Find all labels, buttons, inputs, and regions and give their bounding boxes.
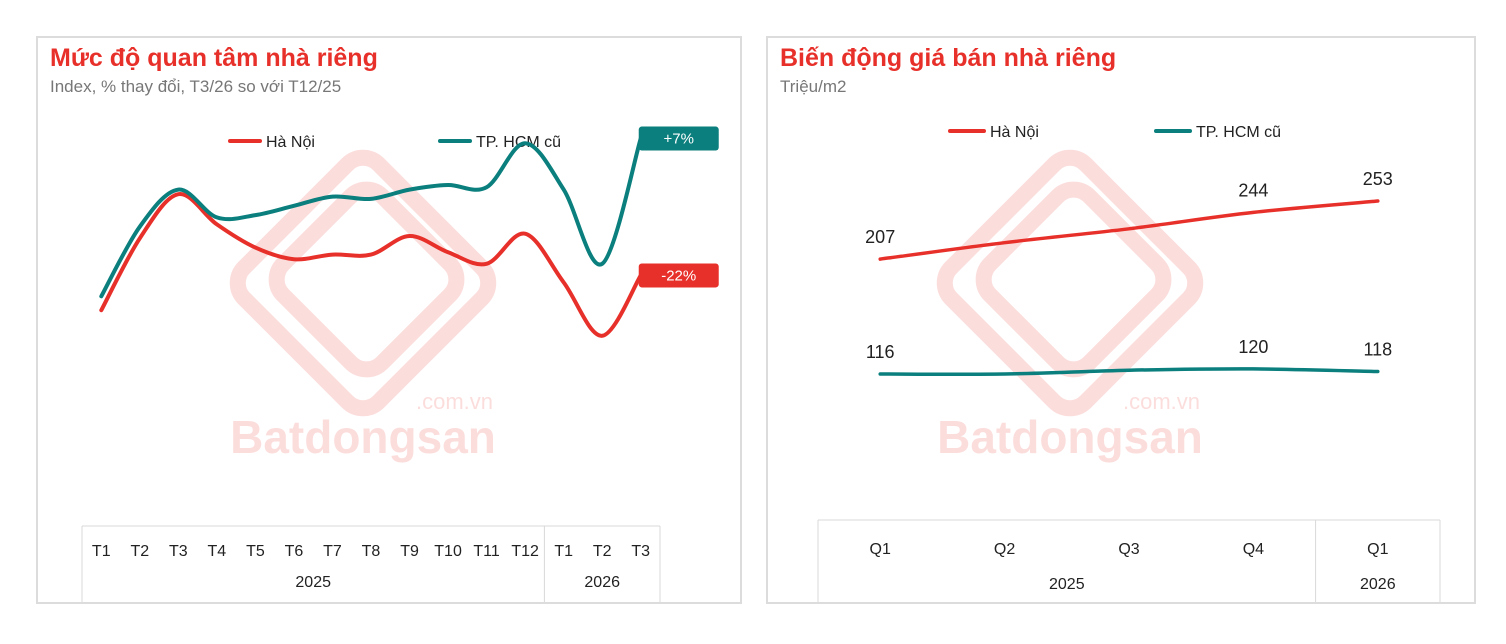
legend-label: Hà Nội (266, 134, 315, 151)
data-label: 116 (866, 342, 895, 362)
x-group-label: 2025 (1049, 576, 1085, 593)
x-tick-label: Q2 (994, 541, 1015, 558)
data-label: 244 (1238, 180, 1268, 200)
chart-title: Mức độ quan tâm nhà riêng (50, 44, 378, 72)
legend-label: TP. HCM cũ (1196, 124, 1281, 141)
watermark-suffix: .com.vn (416, 389, 493, 414)
x-tick-label: T6 (285, 543, 304, 560)
x-tick-label: Q1 (1367, 541, 1388, 558)
logo-shape (229, 149, 497, 417)
price-chart-panel: Biến động giá bán nhà riêng Triệu/m2 .co… (766, 36, 1476, 604)
house-logo-icon (936, 149, 1204, 417)
x-group-label: 2025 (295, 574, 331, 591)
data-label: 207 (865, 227, 895, 247)
x-tick-label: T12 (511, 543, 539, 560)
x-tick-label: T5 (246, 543, 265, 560)
end-label: +7% (638, 126, 719, 151)
end-label: -22% (638, 263, 719, 288)
x-tick-label: T2 (130, 543, 149, 560)
watermark-text: Batdongsan (230, 411, 496, 463)
chart-subtitle: Index, % thay đổi, T3/26 so với T12/25 (50, 77, 342, 96)
x-tick-label: T1 (554, 543, 573, 560)
x-tick-label: T11 (473, 543, 499, 560)
end-label-text: +7% (664, 131, 694, 148)
x-tick-label: Q1 (870, 541, 891, 558)
x-tick-label: Q4 (1243, 541, 1264, 558)
x-tick-label: T1 (92, 543, 111, 560)
x-tick-label: Q3 (1118, 541, 1139, 558)
end-label-text: -22% (661, 267, 696, 284)
x-tick-label: T8 (362, 543, 381, 560)
interest-chart-panel: Mức độ quan tâm nhà riêng Index, % thay … (36, 36, 742, 604)
logo-shape (936, 149, 1204, 417)
x-axis: T1 T2 T3 T4 T5 T6 T7 T8 T9 T10 T11 T12 T1 T2 T3 2025 202… (81, 525, 661, 602)
x-tick-label: T3 (169, 543, 188, 560)
logo-shape (268, 181, 465, 378)
legend-label: Hà Nội (990, 124, 1039, 141)
x-tick-label: T7 (323, 543, 342, 560)
x-tick-label: T3 (631, 543, 650, 560)
watermark-text: Batdongsan (937, 411, 1203, 463)
chart-subtitle: Triệu/m2 (780, 77, 847, 96)
x-tick-label: T4 (208, 543, 227, 560)
x-tick-label: T9 (400, 543, 419, 560)
data-label: 118 (1363, 339, 1392, 359)
watermark-suffix: .com.vn (1123, 389, 1200, 414)
series-line (99, 136, 643, 299)
series-line (878, 199, 1380, 261)
series-line (878, 367, 1380, 377)
legend: Hà Nội TP. HCM cũ (228, 134, 561, 151)
legend-label: TP. HCM cũ (476, 134, 561, 151)
chart-title: Biến động giá bán nhà riêng (780, 44, 1117, 72)
end-label-badge (638, 263, 719, 288)
end-label-badge (638, 126, 719, 151)
data-label: 253 (1363, 169, 1393, 189)
x-group-label: 2026 (584, 574, 620, 591)
data-label: 120 (1238, 337, 1268, 357)
series-line (99, 192, 643, 338)
x-axis: Q1 Q2 Q3 Q4 Q1 2025 2026 (817, 519, 1441, 602)
x-tick-label: T2 (593, 543, 612, 560)
legend: Hà Nội TP. HCM cũ (948, 124, 1281, 141)
house-logo-icon (229, 149, 497, 417)
x-group-label: 2026 (1360, 576, 1396, 593)
x-tick-label: T10 (434, 543, 462, 560)
